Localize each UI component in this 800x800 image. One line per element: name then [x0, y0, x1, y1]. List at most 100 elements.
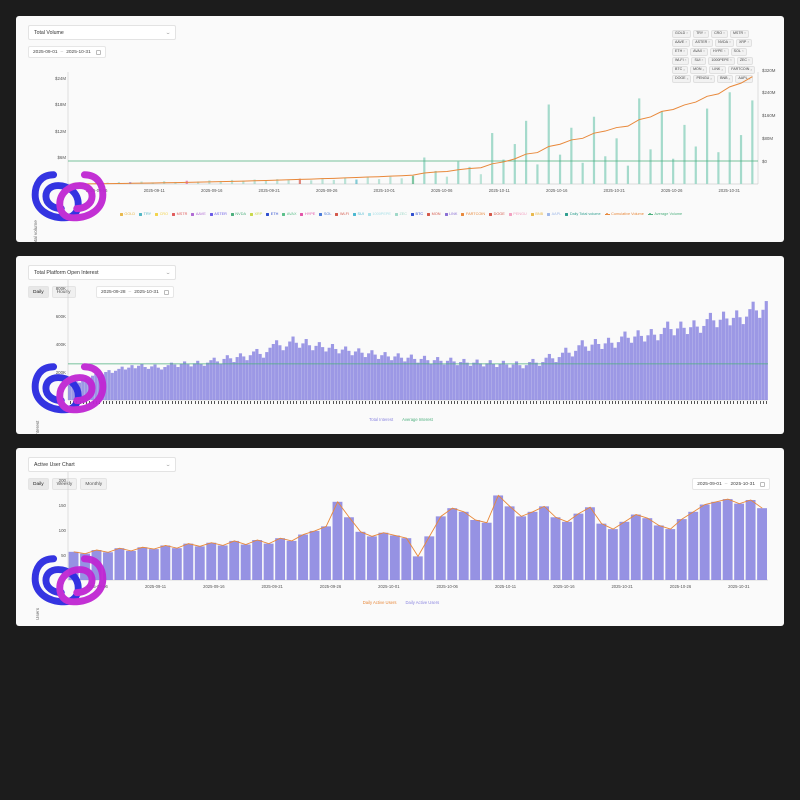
close-icon[interactable]: × — [701, 58, 704, 63]
legend-item-xrp[interactable]: XRP — [249, 212, 262, 217]
legend-item-link[interactable]: LINK — [444, 212, 457, 217]
legend-item-average-interest[interactable]: Average Interest — [400, 417, 433, 422]
close-icon[interactable]: × — [683, 67, 686, 72]
legend-swatch — [565, 213, 569, 217]
token-chip-mstr[interactable]: MSTR × — [729, 30, 749, 38]
close-icon[interactable]: × — [750, 67, 753, 72]
close-icon[interactable]: × — [723, 49, 726, 54]
legend-item-try[interactable]: TRY — [139, 212, 151, 217]
token-chip-zec[interactable]: ZEC × — [736, 57, 753, 65]
legend-item-total-interest[interactable]: Total Interest — [367, 417, 393, 422]
legend-label: WLFI — [339, 212, 350, 216]
token-chip-gold[interactable]: GOLD × — [672, 30, 692, 38]
close-icon[interactable]: × — [703, 49, 705, 54]
date-dash: – — [60, 49, 64, 55]
tab-daily[interactable]: Daily — [28, 286, 49, 298]
legend-item-sol[interactable]: SOL — [319, 212, 331, 217]
close-icon[interactable]: × — [686, 76, 689, 81]
users-legend[interactable]: Daily Active Users Daily Active Users — [16, 600, 784, 605]
granularity-tabs-interest[interactable]: Daily Hourly — [28, 286, 76, 298]
close-icon[interactable]: × — [686, 31, 689, 36]
legend-item-gold[interactable]: GOLD — [119, 212, 135, 217]
legend-item-aave[interactable]: AAVE — [191, 212, 206, 217]
token-chip-sui[interactable]: SUI × — [691, 57, 707, 65]
tab-hourly[interactable]: Hourly — [51, 286, 76, 298]
chart-type-select-users[interactable]: Active User Chart ⌄ — [28, 457, 176, 472]
token-chip-label: AAVE — [675, 40, 685, 45]
close-icon[interactable]: × — [747, 40, 750, 45]
chart-type-select-interest[interactable]: Total Platform Open Interest ⌄ — [28, 265, 176, 280]
legend-item-pengu[interactable]: PENGU — [508, 212, 527, 217]
legend-item-aapl[interactable]: AAPL — [547, 212, 561, 217]
token-chip-btc[interactable]: BTC × — [672, 66, 689, 74]
legend-item-wlfi[interactable]: WLFI — [335, 212, 350, 217]
close-icon[interactable]: × — [710, 76, 713, 81]
token-chip-fartcoin[interactable]: FARTCOIN × — [728, 66, 756, 74]
close-icon[interactable]: × — [708, 40, 711, 45]
token-chip-eth[interactable]: ETH × — [672, 48, 689, 56]
close-icon[interactable]: × — [723, 31, 725, 36]
date-range-picker-users[interactable]: 2025-09-01 – 2025-10-31 — [692, 478, 770, 490]
token-chip-1000pepe[interactable]: 1000PEPE × — [708, 57, 735, 65]
token-filter-chips[interactable]: GOLD × TRY × CRO × MSTR × AAVE × ASTER × NVDA × XRP × ET… — [672, 30, 766, 84]
close-icon[interactable]: × — [741, 49, 744, 54]
legend-item-mon[interactable]: MON — [427, 212, 441, 217]
close-icon[interactable]: × — [702, 67, 705, 72]
legend-item-1000pepe[interactable]: 1000PEPE — [367, 212, 391, 217]
legend-item-btc[interactable]: BTC — [411, 212, 423, 217]
volume-legend[interactable]: GOLD TRY CRO MSTR AAVE ASTER NVDA XRP ETH AVAX HYP… — [71, 212, 731, 217]
close-icon[interactable]: × — [704, 31, 707, 36]
legend-item-sui[interactable]: SUI — [353, 212, 364, 217]
token-chip-bnb[interactable]: BNB × — [717, 75, 734, 84]
legend-item-avax[interactable]: AVAX — [282, 212, 296, 217]
legend-item-line-daily-active-users[interactable]: Daily Active Users — [361, 600, 397, 605]
token-chip-pengu[interactable]: PENGU × — [693, 75, 716, 84]
interest-legend[interactable]: Total Interest Average Interest — [16, 417, 784, 422]
close-icon[interactable]: × — [744, 31, 746, 36]
legend-item-cro[interactable]: CRO — [155, 212, 168, 217]
tab-monthly[interactable]: Monthly — [80, 478, 108, 490]
legend-item-eth[interactable]: ETH — [266, 212, 278, 217]
legend-label: MSTR — [176, 212, 188, 216]
token-chip-link[interactable]: LINK × — [709, 66, 727, 74]
legend-item-bnb[interactable]: BNB — [530, 212, 543, 217]
legend-item-zec[interactable]: ZEC — [394, 212, 407, 217]
token-chip-xrp[interactable]: XRP × — [735, 39, 753, 47]
close-icon[interactable]: × — [721, 67, 724, 72]
token-chip-aster[interactable]: ASTER × — [692, 39, 714, 47]
close-icon[interactable]: × — [729, 40, 731, 45]
close-icon[interactable]: × — [748, 58, 750, 63]
legend-item-doge[interactable]: DOGE — [489, 212, 505, 217]
tab-weekly[interactable]: Weekly — [51, 478, 78, 490]
legend-item-bar-daily-active-users[interactable]: Daily Active Users — [404, 600, 440, 605]
legend-item-hype[interactable]: HYPE — [300, 212, 315, 217]
legend-item-nvda[interactable]: NVDA — [230, 212, 246, 217]
close-icon[interactable]: × — [683, 49, 686, 54]
legend-item-daily-total-volume[interactable]: Daily Total volume — [565, 212, 601, 217]
token-chip-doge[interactable]: DOGE × — [672, 75, 692, 84]
token-chip-sol[interactable]: SOL × — [730, 48, 747, 56]
date-range-picker-interest[interactable]: 2025-09-28 – 2025-10-31 — [96, 286, 174, 298]
legend-swatch — [394, 213, 398, 217]
legend-item-fartcoin[interactable]: FARTCOIN — [461, 212, 485, 217]
token-chip-hype[interactable]: HYPE × — [710, 48, 729, 56]
token-chip-cro[interactable]: CRO × — [711, 30, 728, 38]
token-chip-mon[interactable]: MON × — [690, 66, 708, 74]
close-icon[interactable]: × — [729, 58, 732, 63]
chart-type-select-volume[interactable]: Total Volume ⌄ — [28, 25, 176, 40]
token-chip-nvda[interactable]: NVDA × — [715, 39, 734, 47]
token-chip-wlfi[interactable]: WLFI × — [672, 57, 690, 65]
token-chip-avax[interactable]: AVAX × — [690, 48, 708, 56]
date-range-picker-volume[interactable]: 2025-09-01 – 2025-10-31 — [28, 46, 106, 58]
tab-daily[interactable]: Daily — [28, 478, 49, 490]
close-icon[interactable]: × — [728, 76, 731, 81]
legend-item-cumulative-volume[interactable]: Cumulative Volume — [604, 212, 644, 217]
granularity-tabs-users[interactable]: Daily Weekly Monthly — [28, 478, 108, 490]
legend-item-mstr[interactable]: MSTR — [172, 212, 188, 217]
token-chip-try[interactable]: TRY × — [693, 30, 710, 38]
legend-item-aster[interactable]: ASTER — [209, 212, 227, 217]
token-chip-aave[interactable]: AAVE × — [672, 39, 691, 47]
legend-item-average-volume[interactable]: Average Volume — [647, 212, 682, 217]
close-icon[interactable]: × — [684, 58, 687, 63]
close-icon[interactable]: × — [685, 40, 688, 45]
